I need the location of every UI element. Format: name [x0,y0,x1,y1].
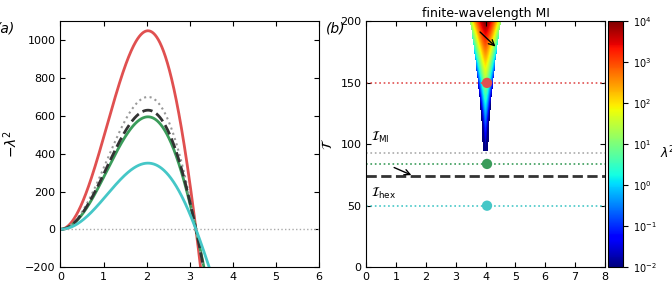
Y-axis label: $\lambda^2$: $\lambda^2$ [660,144,672,161]
Title: finite-wavelength MI: finite-wavelength MI [421,7,550,20]
Point [482,80,493,85]
Text: $\mathcal{I}_{\mathrm{hex}}$: $\mathcal{I}_{\mathrm{hex}}$ [371,186,396,201]
Text: $\mathcal{I}_{\mathrm{MI}}$: $\mathcal{I}_{\mathrm{MI}}$ [371,130,389,145]
Point [482,203,493,208]
Y-axis label: $-\lambda^2$: $-\lambda^2$ [1,130,19,158]
Point [482,161,493,166]
Text: (b): (b) [326,21,345,36]
Text: (a): (a) [0,21,15,36]
Y-axis label: $\mathcal{T}$: $\mathcal{T}$ [321,138,335,150]
